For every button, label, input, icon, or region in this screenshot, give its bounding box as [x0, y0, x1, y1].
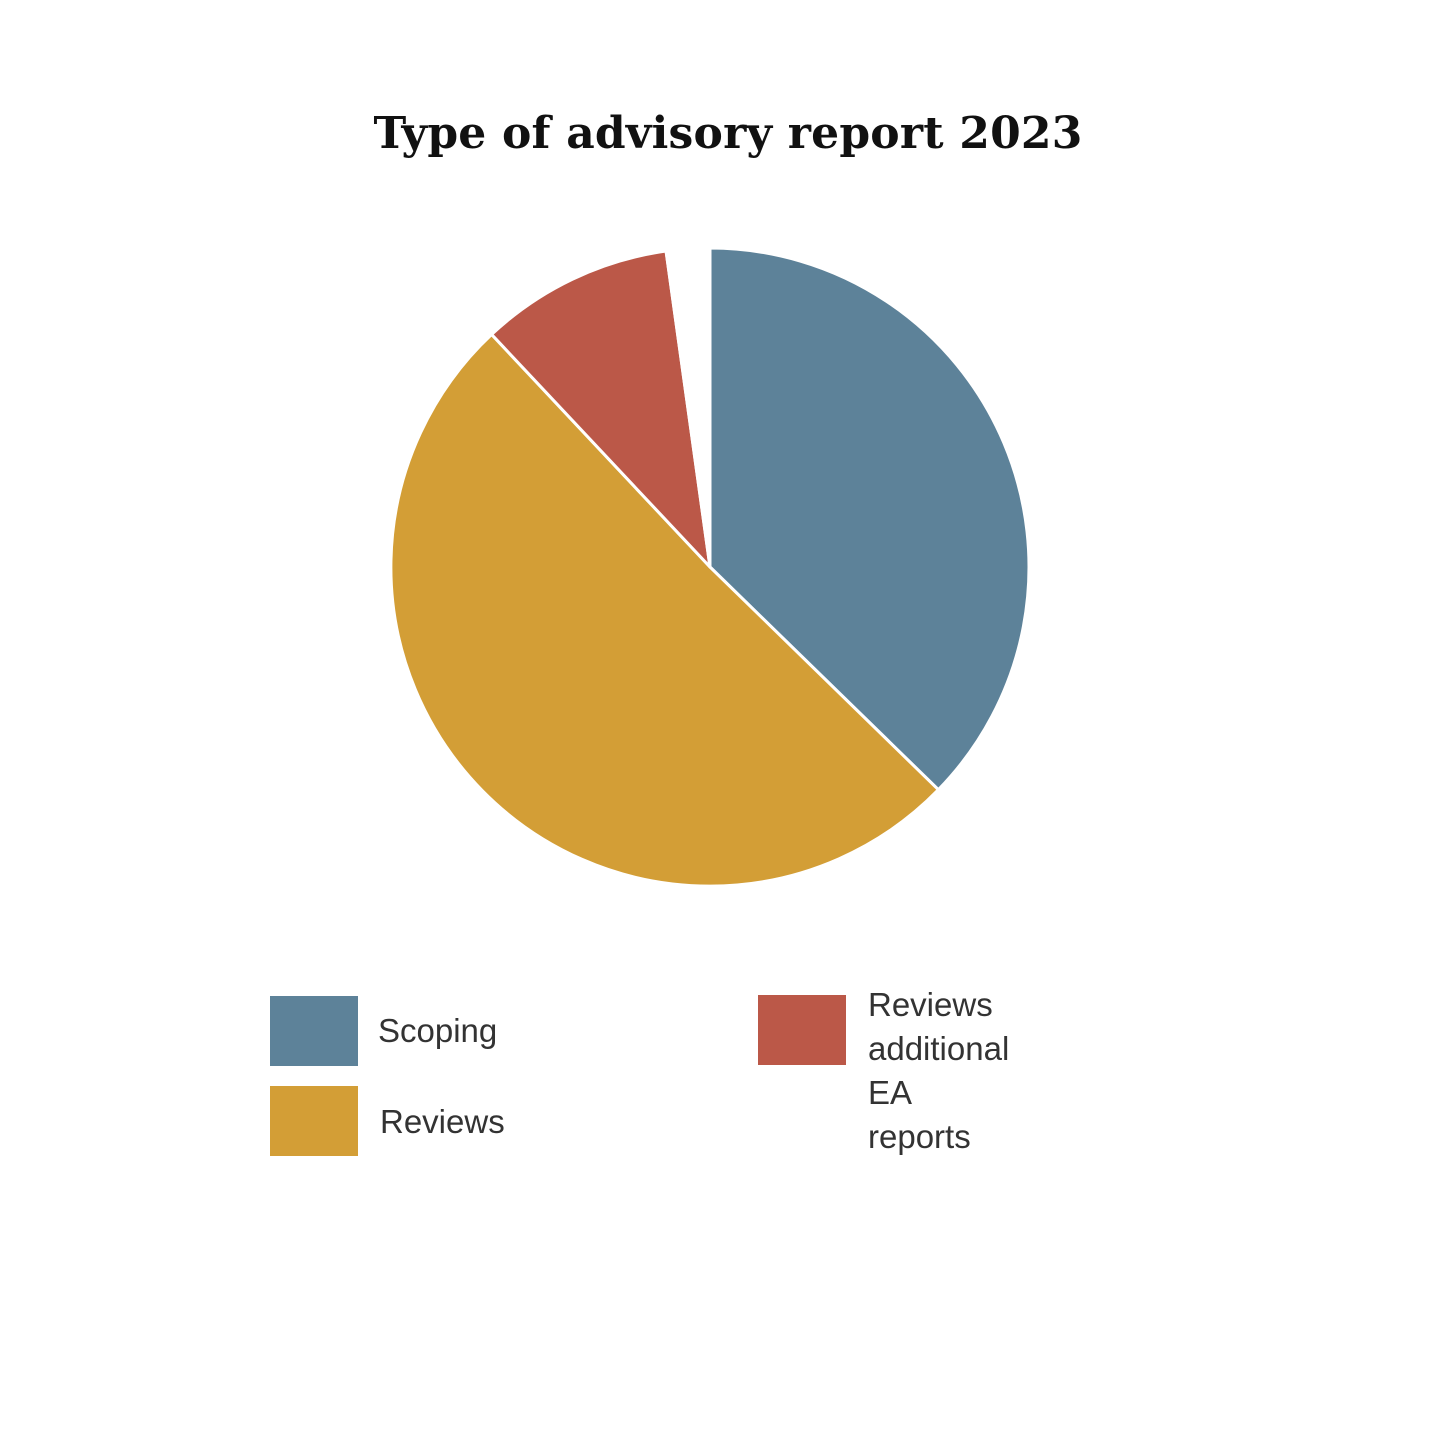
- chart-title: Type of advisory report 2023: [373, 108, 1083, 159]
- legend-swatch-scoping: [270, 996, 358, 1066]
- pie-slice-reviews: [389, 332, 940, 888]
- pie-slice-scoping: [708, 246, 1031, 792]
- legend-label-reviews: Reviews: [380, 1103, 505, 1140]
- legend-swatch-reviews: [270, 1086, 358, 1156]
- legend-label-scoping: Scoping: [378, 1012, 498, 1049]
- pie-slice-reviews-additional: [490, 249, 712, 569]
- legend-swatch-reviews-additional: [758, 995, 846, 1065]
- legend-label-reviews-additional: Reviews additional EA reports: [868, 986, 1010, 1155]
- pie-slice-other: [664, 246, 712, 569]
